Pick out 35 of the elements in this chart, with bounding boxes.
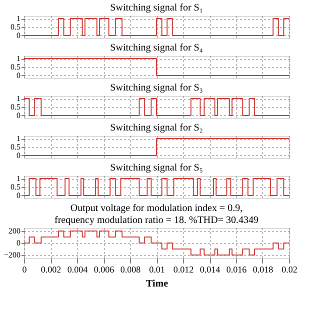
y-tick-label: 0 — [16, 238, 20, 248]
y-tick-label: 1 — [16, 174, 20, 184]
x-tick-label: 0.02 — [282, 264, 298, 274]
y-tick-label: 0 — [16, 30, 20, 40]
x-tick-label: 0.004 — [67, 264, 88, 274]
y-tick-label: 0 — [16, 150, 20, 160]
chart-title: Switching signal for S₅ — [110, 162, 203, 174]
x-axis-title: Time — [146, 278, 169, 290]
y-tick-label: 0 — [16, 110, 20, 120]
y-tick-label: 1 — [16, 14, 20, 24]
chart-title: Output voltage for modulation index = 0.9, frequency modulation ratio = 18. %THD= 30.4349 — [54, 203, 259, 226]
y-tick-label: 1 — [16, 94, 20, 104]
y-tick-label: 200 — [8, 226, 20, 236]
x-tick-label: 0.012 — [173, 264, 194, 274]
chart-title: Switching signal for S₄ — [110, 42, 204, 54]
chart-title: Switching signal for S₃ — [110, 82, 203, 94]
chart-title: Switching signal for S₂ — [110, 122, 203, 134]
x-tick-label: 0.01 — [149, 264, 165, 274]
y-tick-label: −200 — [4, 250, 20, 260]
y-tick-label: 0.5 — [10, 62, 20, 72]
x-tick-label: 0.018 — [252, 264, 274, 274]
y-tick-label: 1 — [16, 54, 20, 64]
x-tick-label: 0.016 — [226, 264, 248, 274]
y-tick-label: 0.5 — [10, 182, 20, 192]
y-tick-label: 0 — [16, 190, 20, 200]
y-tick-label: 0.5 — [10, 142, 20, 152]
y-tick-label: 0 — [16, 70, 20, 80]
chart-title: Switching signal for S₁ — [110, 2, 203, 14]
x-tick-label: 0.008 — [120, 264, 142, 274]
y-tick-label: 1 — [16, 134, 20, 144]
y-tick-label: 0.5 — [10, 102, 20, 112]
x-tick-label: 0.014 — [200, 264, 221, 274]
x-tick-label: 0.002 — [40, 264, 62, 274]
x-tick-label: 0.006 — [94, 264, 115, 274]
y-tick-label: 0.5 — [10, 22, 20, 32]
